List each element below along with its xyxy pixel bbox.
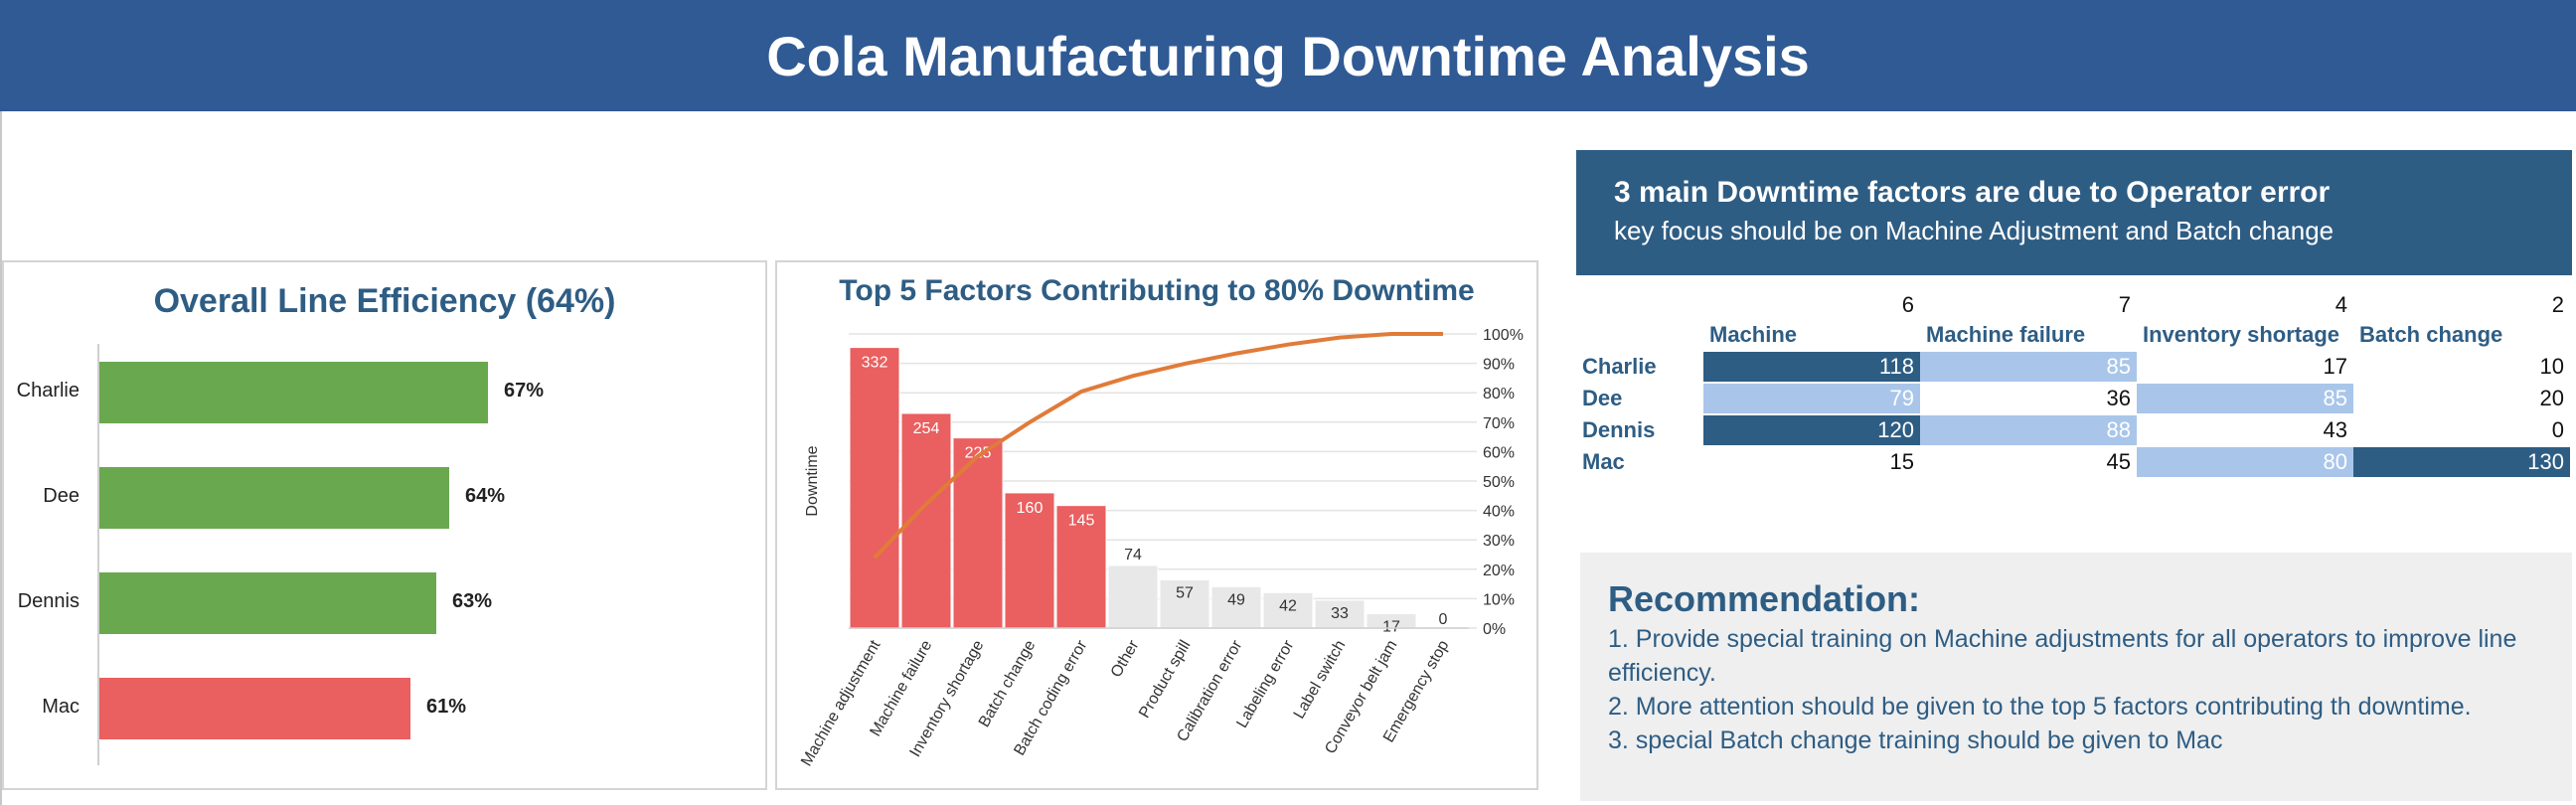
efficiency-row-label: Charlie [16,380,80,402]
efficiency-value-label: 64% [465,485,506,507]
column-header: Inventory shortage [2143,322,2340,347]
efficiency-row-label: Mac [42,696,80,718]
y-axis-label: Downtime [804,445,821,516]
recommendation-line-2: 2. More attention should be given to the… [1608,693,2472,721]
efficiency-value-label: 63% [452,590,493,612]
percent-tick-label: 0% [1483,621,1506,638]
bar-value-label: 17 [1382,619,1400,636]
table-cell: 43 [2323,417,2347,442]
recommendation-line-3: 3. special Batch change training should … [1608,726,2223,754]
efficiency-bar [99,362,488,423]
category-tick-label: Labeling error [1233,637,1297,731]
table-cell: 20 [2539,386,2564,410]
cumulative-percent-line [873,332,1443,560]
bar-value-label: 254 [913,420,940,437]
row-name: Charlie [1582,354,1657,379]
row-name: Dennis [1582,417,1656,442]
bar-value-label: 49 [1227,591,1245,608]
bar-value-label: 57 [1176,585,1194,602]
pareto-chart-panel: Top 5 Factors Contributing to 80% Downti… [775,260,1538,790]
percent-tick-label: 80% [1483,386,1515,402]
table-cell: 118 [1703,352,1920,382]
table-cell: 0 [2551,417,2564,442]
bar-value-label: 0 [1439,611,1448,628]
pareto-chart-title: Top 5 Factors Contributing to 80% Downti… [839,274,1475,307]
pareto-bar [1262,591,1314,629]
table-cell: 88 [1920,415,2137,445]
pareto-bar [1314,599,1366,629]
category-tick-label: Product spill [1136,638,1194,722]
efficiency-bar [99,572,436,634]
table-cell: 17 [2323,354,2347,379]
percent-tick-label: 30% [1483,533,1515,550]
table-cell: 120 [1703,415,1920,445]
percent-tick-label: 50% [1483,474,1515,491]
operator-factor-table: 6 7 4 2 Machine adjustment Machine failure Inv… [1576,290,2574,489]
efficiency-bar [99,467,449,529]
efficiency-value-label: 67% [504,380,545,402]
pareto-bar [849,347,900,629]
category-tick-label: Machine adjustment [798,637,885,769]
pareto-bar [952,437,1004,629]
recommendation-title: Recommendation: [1608,578,1921,619]
column-header: Machine failure [1926,322,2086,347]
left-border [0,111,2,805]
table-cell: 79 [1703,384,1920,413]
bar-value-label: 42 [1279,597,1297,614]
efficiency-chart-panel: Overall Line Efficiency (64%) Charlie 67%… [2,260,767,790]
table-cell: 85 [2137,384,2353,413]
efficiency-axis-line [97,344,99,765]
insight-subline: key focus should be on Machine Adjustmen… [1614,216,2334,245]
percent-tick-label: 100% [1483,327,1524,344]
row-name: Mac [1582,449,1625,474]
factor-count: 7 [2118,292,2131,317]
percent-tick-label: 90% [1483,357,1515,374]
percent-tick-label: 40% [1483,504,1515,521]
page-header: Cola Manufacturing Downtime Analysis [0,0,2576,111]
column-header: Batch change [2359,322,2503,347]
pareto-bar [1210,585,1262,629]
efficiency-row-label: Dennis [17,590,80,612]
pareto-chart: 0% 10% 20% 30% 40% 50% 60% 70% 80% 90% 100% Downtim… [798,327,1524,769]
bar-value-label: 33 [1331,605,1349,622]
category-tick-label: Other [1108,637,1143,681]
column-header: Machine adjustment [1709,322,1826,377]
pareto-bar [1004,492,1055,629]
efficiency-row-label: Dee [43,485,80,507]
page-title: Cola Manufacturing Downtime Analysis [766,24,1810,87]
percent-tick-label: 60% [1483,444,1515,461]
bar-value-label: 160 [1017,500,1044,517]
factor-count: 6 [1901,292,1914,317]
efficiency-chart-title: Overall Line Efficiency (64%) [153,282,616,320]
bar-value-label: 145 [1068,513,1095,530]
efficiency-value-label: 61% [426,696,467,718]
insight-headline: 3 main Downtime factors are due to Opera… [1614,176,2331,209]
table-cell: 130 [2353,447,2570,477]
table-cell: 36 [2106,386,2131,410]
recommendation-line-1: 1. Provide special training on Machine a… [1608,625,2517,687]
insight-box: 3 main Downtime factors are due to Opera… [1576,150,2572,275]
table-cell: 15 [1889,449,1914,474]
percent-tick-label: 20% [1483,563,1515,579]
pareto-bar [1159,579,1210,629]
table-cell: 80 [2137,447,2353,477]
percent-tick-label: 70% [1483,415,1515,432]
table-cell: 10 [2539,354,2564,379]
category-tick-label: Label switch [1291,638,1350,723]
percent-tick-label: 10% [1483,591,1515,608]
recommendation-box: Recommendation: 1. Provide special train… [1580,553,2572,801]
factor-count: 4 [2334,292,2347,317]
pareto-bar [1055,505,1107,629]
table-cell: 85 [1920,352,2137,382]
bar-value-label: 225 [965,445,992,462]
table-cell: 45 [2106,449,2131,474]
bar-value-label: 332 [862,355,888,372]
row-name: Dee [1582,386,1623,410]
bar-value-label: 74 [1124,547,1142,564]
pareto-bar [1107,564,1159,629]
factor-count: 2 [2551,292,2564,317]
efficiency-bar [99,678,410,739]
